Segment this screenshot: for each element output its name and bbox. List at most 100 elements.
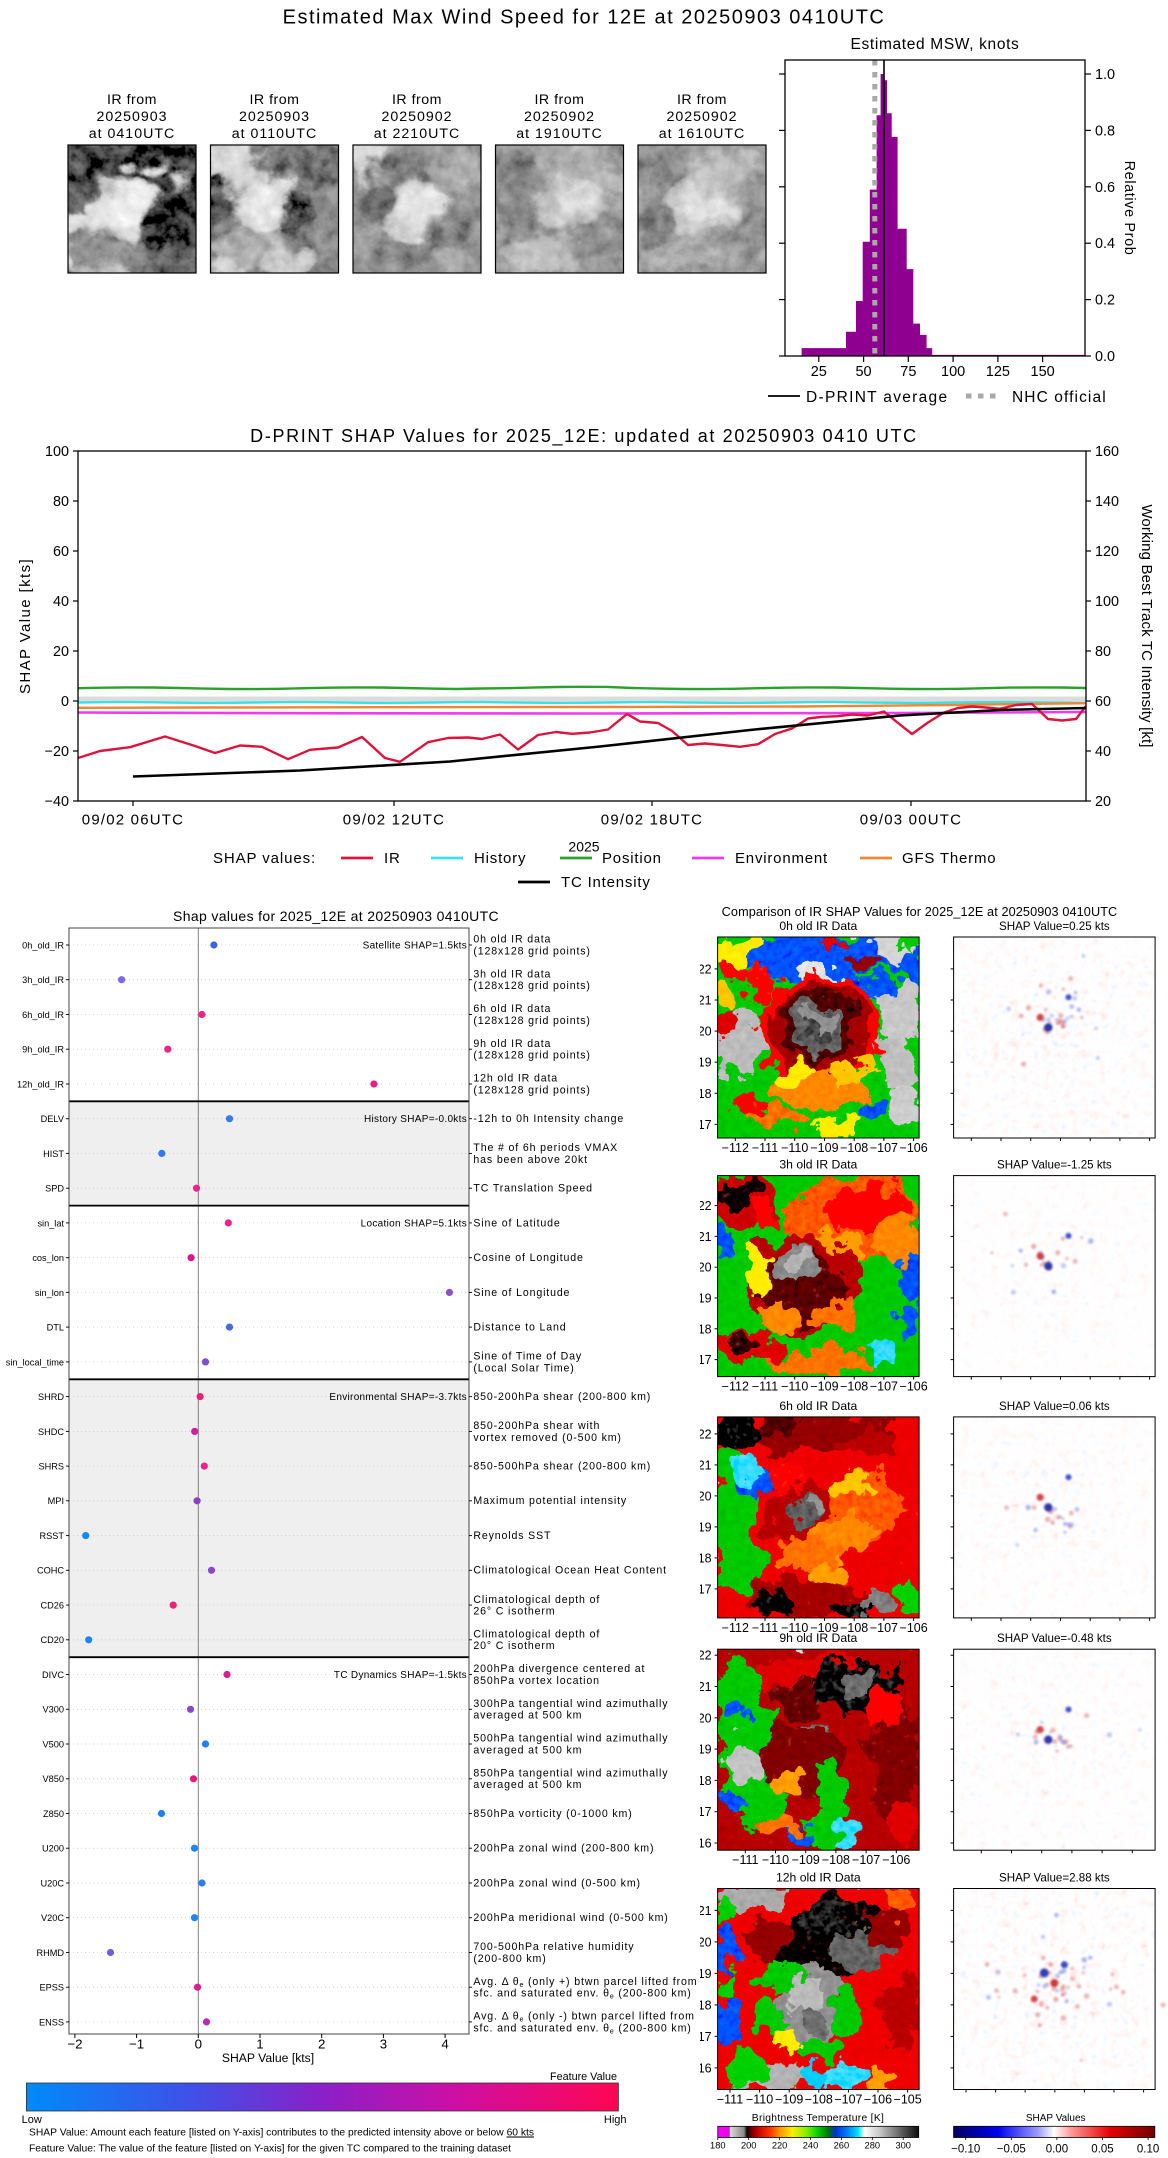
svg-text:−105: −105 [894,2093,922,2107]
svg-text:(200-800 km): (200-800 km) [473,1953,546,1965]
svg-text:09/02 12UTC: 09/02 12UTC [343,812,445,829]
svg-text:−106: −106 [882,1853,910,1867]
svg-text:Sine of Longitude: Sine of Longitude [473,1287,570,1299]
svg-text:3: 3 [380,2037,387,2052]
svg-text:SHAP Value [kts]: SHAP Value [kts] [17,558,34,694]
svg-text:12h old IR Data: 12h old IR Data [776,1871,861,1885]
svg-text:(Local Solar Time): (Local Solar Time) [473,1362,574,1374]
svg-text:Climatological depth of: Climatological depth of [473,1594,600,1606]
svg-text:History: History [474,850,526,867]
svg-text:0h_old_IR: 0h_old_IR [22,940,64,950]
svg-text:20: 20 [700,1261,712,1275]
svg-text:150: 150 [1031,364,1055,380]
svg-text:Brightness Temperature [K]: Brightness Temperature [K] [752,2113,884,2124]
svg-text:18: 18 [700,1551,712,1565]
svg-text:−112: −112 [722,1380,749,1394]
svg-text:0: 0 [61,694,69,710]
svg-text:−111: −111 [752,1141,778,1155]
svg-text:CD20: CD20 [41,1635,65,1645]
svg-text:1: 1 [256,2037,263,2052]
svg-text:Distance to Land: Distance to Land [473,1322,566,1334]
svg-text:at 0410UTC: at 0410UTC [89,126,176,142]
svg-text:−110: −110 [762,1853,789,1867]
svg-text:−112: −112 [722,1141,749,1155]
svg-text:IR: IR [384,850,401,867]
svg-text:17: 17 [700,2030,712,2044]
svg-text:−110: −110 [781,1380,808,1394]
svg-text:850-500hPa shear (200-800 km): 850-500hPa shear (200-800 km) [473,1461,651,1473]
svg-text:09/03 00UTC: 09/03 00UTC [860,812,962,829]
svg-text:160: 160 [1095,444,1119,460]
svg-text:0.10: 0.10 [1137,2144,1159,2156]
svg-text:−111: −111 [752,1380,778,1394]
svg-text:20: 20 [700,1489,712,1503]
svg-text:22: 22 [700,1199,712,1213]
svg-text:850hPa tangential wind azimuth: 850hPa tangential wind azimuthally [473,1767,668,1779]
svg-text:850-200hPa shear with: 850-200hPa shear with [473,1420,600,1432]
svg-text:−108: −108 [840,1621,868,1635]
svg-text:−106: −106 [900,1380,928,1394]
svg-text:500hPa tangential wind azimuth: 500hPa tangential wind azimuthally [473,1733,668,1745]
svg-text:0h old IR data: 0h old IR data [473,934,551,946]
svg-text:18: 18 [700,1998,712,2012]
svg-text:120: 120 [1095,544,1119,560]
svg-text:200hPa zonal wind (200-800 km): 200hPa zonal wind (200-800 km) [473,1843,654,1855]
svg-text:17: 17 [700,1353,712,1367]
svg-text:COHC: COHC [37,1566,64,1576]
svg-text:Sine of Time of Day: Sine of Time of Day [473,1351,582,1363]
svg-text:Climatological Ocean Heat Cont: Climatological Ocean Heat Content [473,1565,667,1577]
svg-text:Maximum potential intensity: Maximum potential intensity [473,1495,627,1507]
svg-text:21: 21 [700,1904,712,1918]
svg-text:Low: Low [22,2114,42,2126]
svg-text:260: 260 [834,2141,850,2151]
svg-text:9h old IR data: 9h old IR data [473,1038,551,1050]
svg-text:12h old IR data: 12h old IR data [473,1073,558,1085]
svg-text:−40: −40 [45,794,69,810]
svg-text:CD26: CD26 [41,1600,65,1610]
svg-text:40: 40 [1095,744,1111,760]
svg-text:9h old IR Data: 9h old IR Data [779,1631,857,1645]
svg-text:17: 17 [700,1582,712,1596]
svg-text:EPSS: EPSS [39,1983,64,1993]
svg-text:−107: −107 [870,1141,898,1155]
svg-text:HIST: HIST [43,1149,64,1159]
svg-text:has been above 20kt: has been above 20kt [473,1154,588,1166]
svg-text:-12h to 0h Intensity change: -12h to 0h Intensity change [473,1113,624,1125]
svg-text:16: 16 [700,1837,712,1851]
svg-text:−111: −111 [732,1853,758,1867]
svg-text:SHAP Value=0.25 kts: SHAP Value=0.25 kts [999,920,1110,933]
svg-text:Estimated Max Wind Speed for 1: Estimated Max Wind Speed for 12E at 2025… [283,7,886,29]
svg-text:9h_old_IR: 9h_old_IR [22,1045,64,1055]
svg-text:Avg. Δ θe (only +) btwn parcel: Avg. Δ θe (only +) btwn parcel lifted fr… [473,1976,697,1989]
svg-text:SHRS: SHRS [38,1462,64,1472]
svg-text:at 1610UTC: at 1610UTC [659,126,746,142]
svg-text:0.0: 0.0 [1095,349,1115,365]
svg-text:History SHAP=-0.0kts: History SHAP=-0.0kts [364,1114,467,1125]
svg-text:125: 125 [986,364,1010,380]
svg-text:−1: −1 [129,2037,144,2052]
svg-text:Comparison of IR SHAP Values f: Comparison of IR SHAP Values for 2025_12… [722,905,1118,919]
svg-text:20250903: 20250903 [96,109,167,125]
svg-text:U200: U200 [42,1844,64,1854]
svg-text:18: 18 [700,1774,712,1788]
svg-text:20: 20 [700,1025,712,1039]
svg-text:22: 22 [700,962,712,976]
svg-text:SHAP Value=2.88 kts: SHAP Value=2.88 kts [999,1872,1110,1885]
svg-text:Relative Prob: Relative Prob [1121,161,1137,256]
svg-text:21: 21 [700,1458,712,1472]
svg-text:19: 19 [700,1967,712,1981]
svg-text:−108: −108 [840,1141,868,1155]
svg-text:−0.10: −0.10 [951,2144,980,2156]
svg-text:200: 200 [741,2141,757,2151]
svg-text:−108: −108 [805,2093,833,2107]
svg-text:140: 140 [1095,494,1119,510]
svg-text:(128x128 grid points): (128x128 grid points) [473,1015,590,1027]
svg-text:sin_lon: sin_lon [35,1288,64,1298]
svg-text:IR from: IR from [249,92,299,108]
svg-text:50: 50 [855,364,871,380]
svg-text:20: 20 [700,1935,712,1949]
svg-text:Reynolds SST: Reynolds SST [473,1530,551,1542]
svg-text:19: 19 [700,1520,712,1534]
svg-text:IR from: IR from [392,92,442,108]
svg-text:6h old IR Data: 6h old IR Data [779,1399,857,1413]
